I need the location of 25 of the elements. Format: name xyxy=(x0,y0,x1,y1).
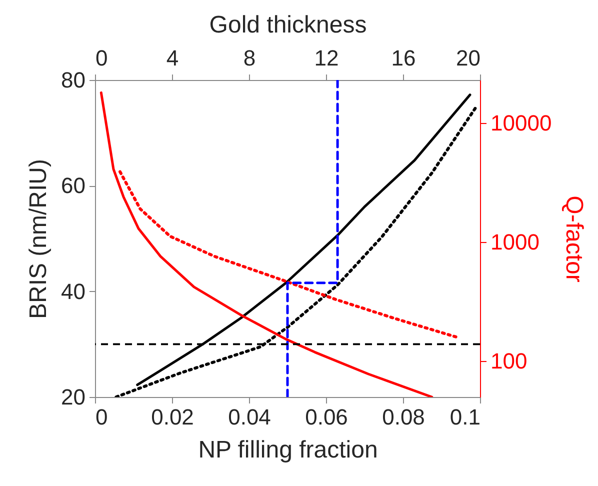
x-tick-label: 0.06 xyxy=(305,404,348,430)
y-tick-label: 60 xyxy=(61,173,86,198)
x2-tick-label: 20 xyxy=(456,46,480,70)
x-tick-label: 0.08 xyxy=(382,404,425,430)
y-tick-label: 20 xyxy=(61,384,86,410)
y-tick-label: 80 xyxy=(61,68,86,92)
x-tick-label: 0.1 xyxy=(450,404,480,430)
x-tick-label: 0.02 xyxy=(151,404,194,430)
y2-tick-label: 1000 xyxy=(490,230,540,255)
x2-tick-label: 0 xyxy=(96,46,108,70)
y2-tick-label: 100 xyxy=(490,348,528,374)
y2-axis-title: Q-factor xyxy=(560,196,588,282)
x-tick-label: 0.04 xyxy=(228,404,271,430)
line-series xyxy=(118,170,458,339)
x2-tick-label: 16 xyxy=(391,46,416,70)
x2-tick-label: 4 xyxy=(166,46,179,70)
x-tick-label: 0 xyxy=(96,404,108,430)
line-series xyxy=(100,91,434,397)
x2-axis-title: Gold thickness xyxy=(209,12,367,38)
y-axis-title: BRIS (nm/RIU) xyxy=(25,158,52,320)
x-axis-title: NP filling fraction xyxy=(198,436,378,464)
y-tick-label: 40 xyxy=(61,278,86,304)
y2-tick-label: 10000 xyxy=(490,110,552,136)
x2-tick-label: 12 xyxy=(314,46,339,70)
x2-tick-label: 8 xyxy=(243,46,256,70)
